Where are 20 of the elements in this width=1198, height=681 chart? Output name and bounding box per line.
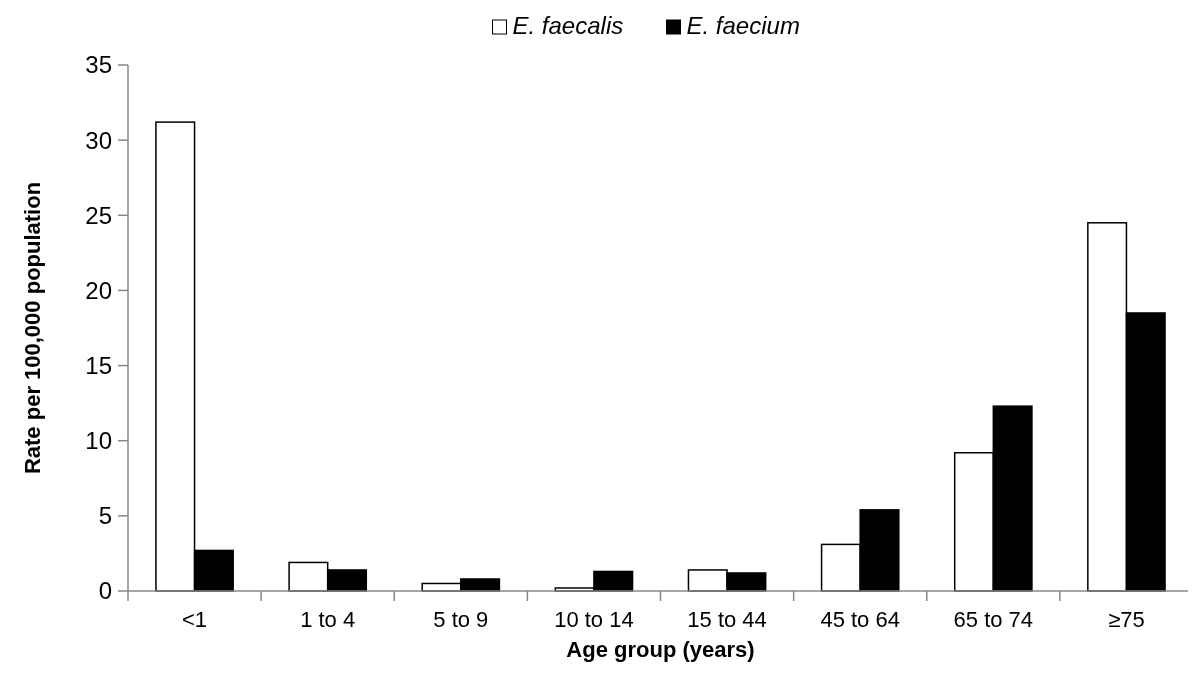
x-axis-title: Age group (years) <box>566 637 755 662</box>
x-tick-label: 45 to 64 <box>820 607 900 632</box>
x-tick-label: 10 to 14 <box>554 607 634 632</box>
y-tick-label: 20 <box>85 276 112 304</box>
x-tick-label: 65 to 74 <box>953 607 1034 632</box>
x-tick-label: 5 to 9 <box>433 607 489 632</box>
legend-label: E. faecalis <box>512 12 624 39</box>
x-tick-label: 1 to 4 <box>300 607 356 632</box>
x-tick-label: 15 to 44 <box>687 607 767 632</box>
legend-label: E. faecium <box>686 12 800 39</box>
y-tick-label: 0 <box>98 577 112 605</box>
y-tick-label: 5 <box>98 502 112 530</box>
y-tick-label: 30 <box>85 126 112 154</box>
x-tick-label: ≥75 <box>1108 607 1145 632</box>
x-tick-label: <1 <box>182 607 208 632</box>
y-axis-title: Rate per 100,000 population <box>20 181 45 475</box>
y-tick-label: 35 <box>85 51 112 79</box>
y-tick-label: 10 <box>85 427 112 455</box>
y-tick-label: 25 <box>85 201 112 229</box>
y-tick-label: 15 <box>85 351 112 379</box>
